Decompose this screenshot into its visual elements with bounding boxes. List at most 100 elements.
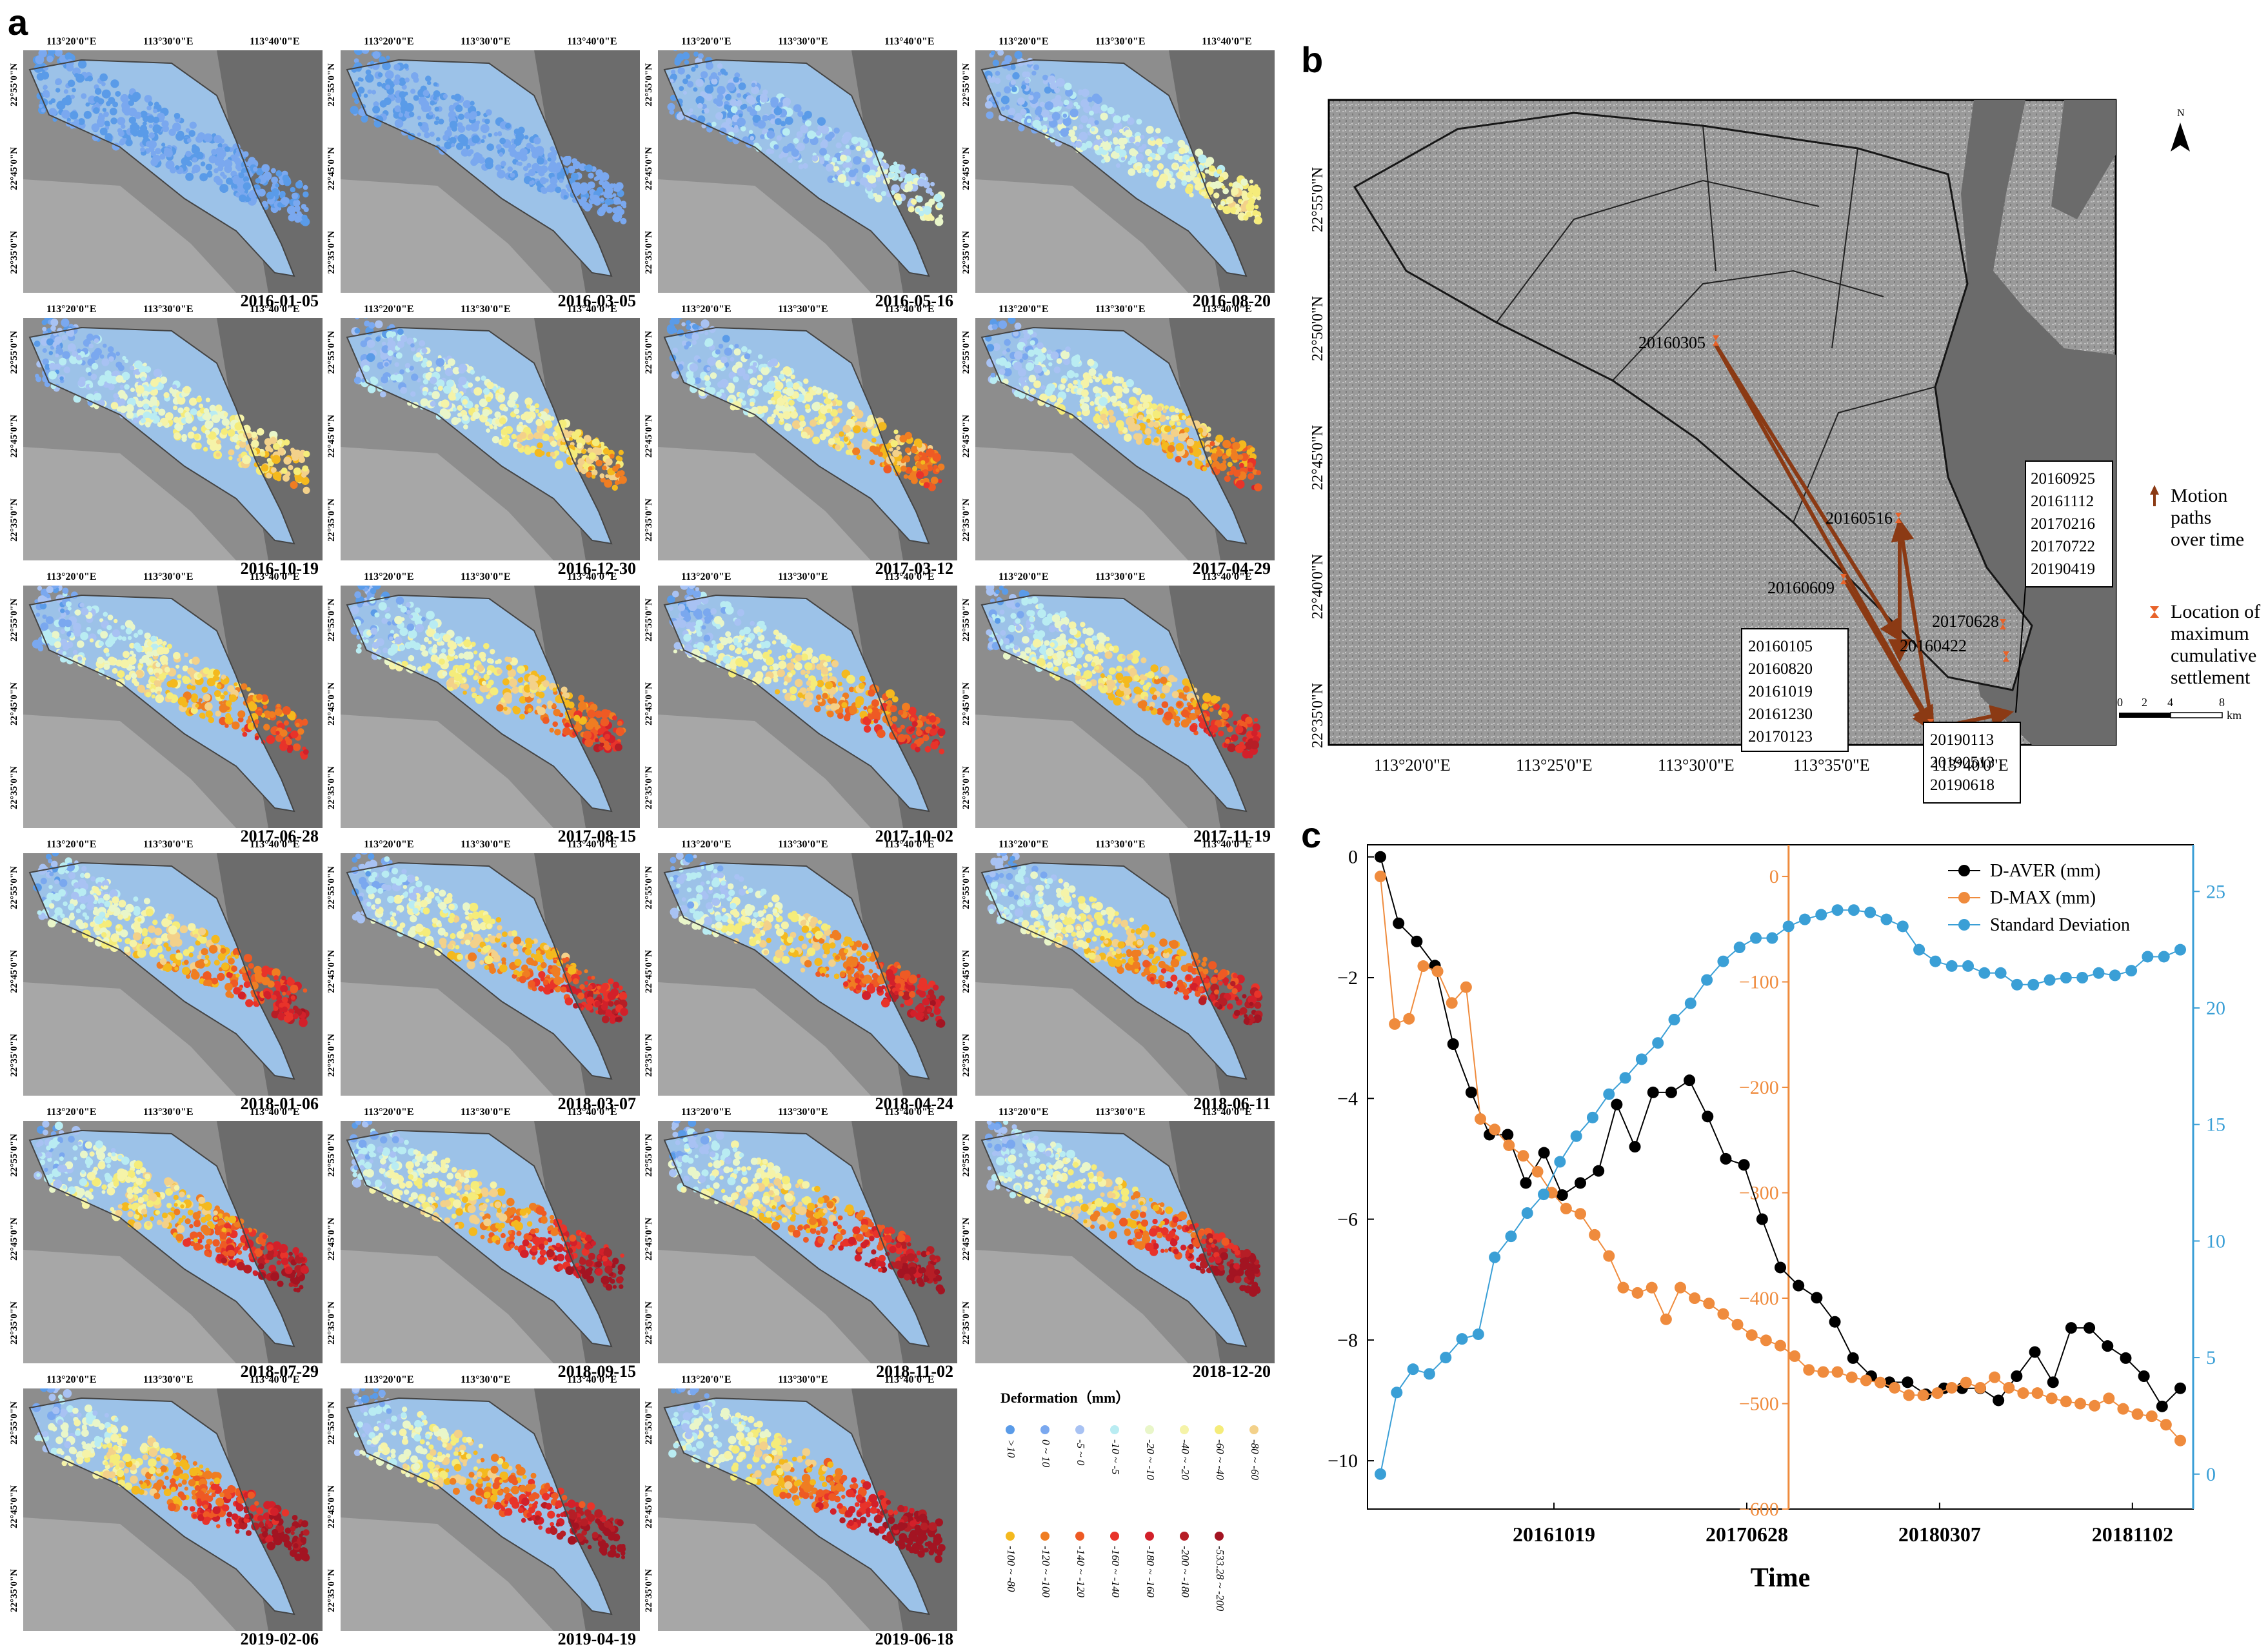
- panel-b-lat-labels: 22°55'0"N 22°50'0"N 22°45'0"N 22°40'0"N …: [1309, 167, 1326, 748]
- series-point: [1960, 1377, 1972, 1388]
- legend-swatch: [1006, 1425, 1015, 1434]
- lat-label: 22°35'0"N: [644, 1301, 655, 1345]
- right-tick-label: 25: [2206, 881, 2225, 902]
- series-point: [2011, 979, 2023, 991]
- lon-label: 113°30'0"E: [143, 571, 194, 583]
- series-point: [1505, 1230, 1517, 1242]
- lat-label: 22°45'0"N: [326, 1218, 337, 1261]
- lon-label: 113°30'0"E: [143, 36, 194, 48]
- series-point: [1411, 936, 1422, 947]
- series-point: [1440, 1352, 1451, 1363]
- date-box-left: 20160105 20160820 20161019 20161230 2017…: [1742, 629, 1848, 751]
- lat-label: 22°35'0"N: [9, 1301, 20, 1345]
- left-tick-label: −2: [1337, 967, 1358, 989]
- series-point: [2142, 951, 2153, 962]
- series-point: [1603, 1250, 1615, 1262]
- legend-label: -5 ~ 0: [1074, 1439, 1087, 1465]
- series-point: [1417, 960, 1429, 972]
- panel-b-legend: Motion paths over time Location of maxim…: [2150, 485, 2260, 688]
- legend-label: -60 ~ -40: [1213, 1439, 1226, 1480]
- map-image: [658, 318, 957, 560]
- series-point: [1932, 1387, 1944, 1399]
- series-point: [1760, 1334, 1772, 1346]
- lat-label: 22°45'0"N: [326, 1485, 337, 1528]
- map-image: [658, 853, 957, 1096]
- box-right-date-3: 20170216: [2031, 515, 2095, 533]
- series-point: [1575, 1208, 1586, 1219]
- series-point: [2060, 972, 2072, 983]
- series-point: [2076, 972, 2088, 983]
- lat-label: 22°45'0"N: [9, 950, 20, 993]
- series-point: [1489, 1123, 1500, 1135]
- legend-label: -10 ~ -5: [1109, 1439, 1122, 1475]
- lon-label: 113°20'0"E: [364, 304, 414, 315]
- series-point: [1889, 1382, 1900, 1394]
- lat-label: 22°45'0"N: [9, 1485, 20, 1528]
- series-point: [1750, 933, 1762, 944]
- series-point: [1466, 1087, 1477, 1098]
- lon-label: 113°20'0"E: [364, 1374, 414, 1386]
- legend-item: -140 ~ -120: [1066, 1532, 1097, 1628]
- lat-label: 22°35'0"N: [9, 1034, 20, 1077]
- lat-label: 22°35'0"N: [326, 1301, 337, 1345]
- series-point: [1846, 1372, 1858, 1383]
- map-image: [658, 1121, 957, 1363]
- legend-item: -20 ~ -10: [1136, 1425, 1167, 1522]
- map-image: [23, 50, 323, 293]
- box-left-date-3: 20161019: [1748, 683, 1813, 700]
- lon-label: 113°20'0"E: [999, 36, 1049, 48]
- series-point: [1880, 914, 1892, 925]
- lon-label: 113°20'0"E: [999, 839, 1049, 851]
- series-point: [1720, 1153, 1731, 1165]
- box-left-date-2: 20160820: [1748, 660, 1813, 678]
- series-point: [2017, 1387, 2029, 1399]
- series-point: [2060, 1396, 2072, 1407]
- lon-label: 113°40'0"E: [250, 1107, 300, 1118]
- series-point: [1913, 944, 1925, 956]
- series-point: [1995, 967, 2007, 979]
- lat-label: 22°55'0"N: [644, 866, 655, 909]
- lon-label: 113°20'0"E: [46, 36, 97, 48]
- legend-swatch: [1145, 1425, 1154, 1434]
- lon-label: 113°40'0"E: [884, 304, 935, 315]
- series-point: [2089, 1400, 2100, 1412]
- map-image: [975, 318, 1275, 560]
- lon-label: 113°40'0"E: [567, 36, 617, 48]
- legend-label: -20 ~ -10: [1144, 1439, 1157, 1480]
- lon-label: 113°30'0"E: [461, 304, 511, 315]
- lon-label: 113°40'0"E: [884, 1107, 935, 1118]
- lon-label: 113°20'0"E: [46, 304, 97, 315]
- lon-label: 113°30'0"E: [778, 571, 828, 583]
- lon-label: 113°30'0"E: [778, 1107, 828, 1118]
- series-point: [1393, 918, 1404, 929]
- lat-label: 22°55'0"N: [9, 63, 20, 106]
- lat-label: 22°55'0"N: [326, 866, 337, 909]
- lat-label: 22°55'0"N: [961, 1134, 972, 1177]
- b-lon-4: 113°35'0"E: [1793, 756, 1870, 775]
- series-point: [2132, 1408, 2144, 1420]
- legend-item: -120 ~ -100: [1031, 1532, 1062, 1628]
- legend-swatch: [1006, 1532, 1015, 1541]
- legend-swatch: [1040, 1532, 1049, 1541]
- lon-label: 113°20'0"E: [46, 1374, 97, 1386]
- map-image: [975, 853, 1275, 1096]
- legend-item: 0 ~ 10: [1031, 1425, 1062, 1522]
- series-point: [1734, 942, 1746, 953]
- legend-swatch: [1215, 1425, 1224, 1434]
- legend-location-line3: cumulative: [2171, 645, 2256, 666]
- legend-motion-line1: Motion: [2171, 485, 2227, 506]
- series-point: [1473, 1328, 1484, 1340]
- series-point: [1475, 1113, 1486, 1125]
